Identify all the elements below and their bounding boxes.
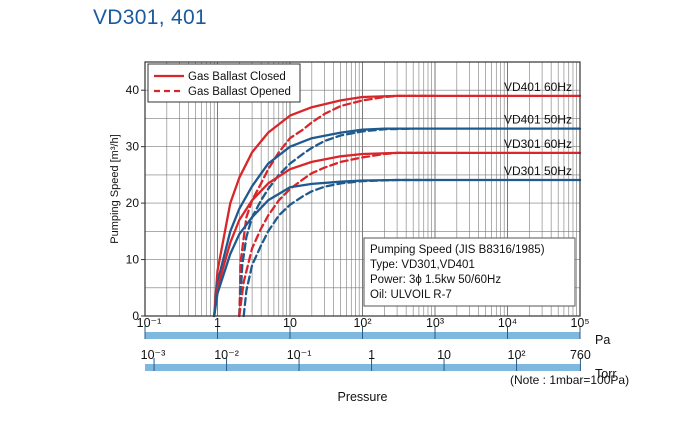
- legend-box: [147, 63, 301, 103]
- pa-unit-label: Pa: [595, 333, 610, 347]
- y-tick-label: 20: [126, 196, 140, 210]
- frame-layer: [141, 61, 581, 371]
- unit-note: (Note : 1mbar=100Pa): [510, 373, 629, 387]
- series-line: [238, 151, 437, 318]
- series-line: [238, 127, 415, 318]
- series-label: VD401 50Hz: [504, 113, 572, 127]
- torr-tick-label: 1: [368, 348, 375, 362]
- x-axis-label: Pressure: [337, 390, 387, 404]
- series-line: [242, 178, 437, 318]
- grid-layer: [144, 62, 580, 316]
- y-tick-label: 0: [132, 309, 139, 323]
- y-tick-label: 10: [126, 253, 140, 267]
- torr-tick-label: 760: [570, 348, 591, 362]
- info-box-line: Oil: ULVOIL R-7: [370, 289, 452, 301]
- y-axis-label: Pumping Speed [m³/h]: [109, 134, 121, 243]
- info-box: [363, 237, 576, 307]
- page-title: VD301, 401: [93, 6, 207, 29]
- y-tick-label: 40: [126, 83, 140, 97]
- curve-layer: [213, 94, 582, 318]
- series-label: VD401 60Hz: [504, 80, 572, 94]
- pa-tick-label: 1: [214, 316, 221, 330]
- plot-frame: [144, 61, 581, 317]
- torr-tick-label: 10⁻³: [141, 348, 166, 362]
- torr-tick-label: 10⁻¹: [287, 348, 312, 362]
- torr-unit-label: Torr: [595, 367, 617, 381]
- torr-axis-bar: [145, 364, 580, 371]
- series-label: VD301 60Hz: [504, 137, 572, 151]
- info-box-line: Power: 3ϕ 1.5kw 50/60Hz: [370, 274, 501, 286]
- pa-tick-label: 10³: [426, 316, 444, 330]
- pa-tick-label: 10: [283, 316, 297, 330]
- y-tick-label: 30: [126, 140, 140, 154]
- info-box-line: Pumping Speed (JIS B8316/1985): [370, 244, 545, 256]
- label-layer: 0 10 20 30 40 Pumping Speed [m³/h] VD401 60Hz V…: [109, 63, 629, 404]
- torr-tick-label: 10⁻²: [214, 348, 239, 362]
- legend-entry: Gas Ballast Opened: [188, 86, 291, 98]
- pa-tick-label: 10⁵: [570, 316, 589, 330]
- series-label: VD301 50Hz: [504, 164, 572, 178]
- pa-tick-label: 10⁴: [498, 316, 517, 330]
- torr-tick-label: 10: [437, 348, 451, 362]
- info-box-line: Type: VD301,VD401: [370, 259, 475, 271]
- pa-tick-label: 10²: [353, 316, 371, 330]
- pa-tick-label: 10⁻¹: [137, 316, 162, 330]
- series-line: [238, 94, 437, 318]
- torr-tick-label: 10²: [508, 348, 526, 362]
- legend-entry: Gas Ballast Closed: [188, 71, 286, 83]
